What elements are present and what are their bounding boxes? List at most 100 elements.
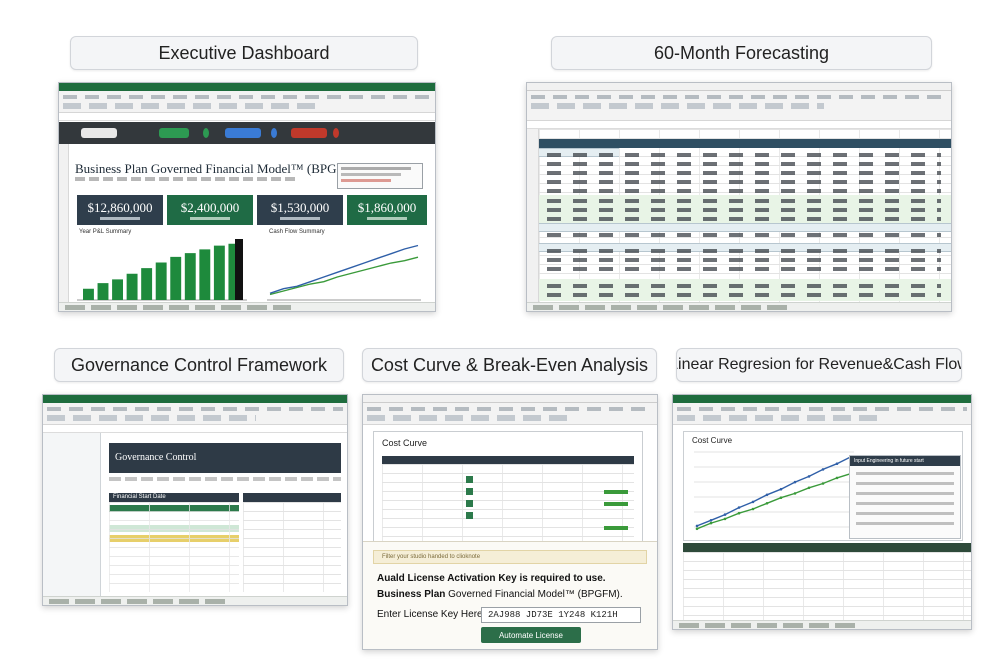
- regression-legend-header: Input Engineering in future start: [850, 456, 960, 466]
- license-banner: Filter your studio handed to clioknote: [373, 550, 647, 564]
- regression-table-header: [683, 543, 971, 552]
- data-point: [751, 507, 755, 511]
- data-point: [835, 462, 839, 465]
- regression-line-chart: [694, 451, 854, 531]
- toolbar-button[interactable]: [225, 128, 261, 138]
- governance-right-table: [243, 502, 341, 592]
- bar: [184, 253, 196, 300]
- right-chart-label: Cash Flow Summary: [269, 229, 325, 235]
- series-line: [696, 472, 852, 530]
- forecast-values: [547, 189, 941, 193]
- series-line: [269, 244, 419, 294]
- cost-curve-checkbox[interactable]: [466, 512, 473, 519]
- forecast-header-row: [539, 139, 951, 148]
- bar: [141, 268, 153, 300]
- excel-ribbon: [43, 403, 347, 425]
- sheet-tabs[interactable]: [527, 302, 951, 311]
- forecast-values: [547, 162, 941, 166]
- license-key-label: Enter License Key Here:: [377, 609, 486, 620]
- data-point: [737, 506, 741, 509]
- excel-formula-bar: [43, 425, 347, 433]
- forecast-values: [547, 180, 941, 184]
- row-headers: [59, 144, 69, 302]
- forecast-values: [547, 258, 941, 262]
- kpi-caption: [280, 217, 320, 220]
- activate-license-button[interactable]: Automate License: [481, 627, 581, 643]
- regression-chart-heading: Cost Curve: [692, 436, 733, 445]
- data-point: [779, 496, 783, 499]
- governance-heading: Governance Control: [109, 443, 341, 473]
- dashboard-subtitle-lines: [75, 177, 295, 181]
- kpi-card-3: $1,530,000: [257, 195, 343, 225]
- data-point: [765, 493, 769, 497]
- data-point: [821, 468, 825, 471]
- cost-curve-heading: Cost Curve: [382, 438, 428, 448]
- excel-ribbon: [527, 91, 951, 121]
- toolbar-button[interactable]: [159, 128, 189, 138]
- governance-left-table: [109, 502, 239, 592]
- kpi-value: $12,860,000: [87, 200, 153, 215]
- kpi-value: $1,860,000: [357, 200, 417, 215]
- series-line: [696, 456, 852, 527]
- cost-curve-checkbox[interactable]: [466, 500, 473, 507]
- bar: [213, 245, 225, 300]
- kpi-card-2: $2,400,000: [167, 195, 253, 225]
- kpi-caption: [190, 217, 230, 220]
- kpi-value: $2,400,000: [180, 200, 240, 215]
- regression-screenshot: Cost Curve Input Engineering in future s…: [672, 394, 972, 630]
- excel-title-bar: [527, 83, 951, 91]
- forecast-values: [547, 153, 941, 157]
- cost-curve-slider[interactable]: [604, 526, 628, 530]
- kpi-caption: [100, 217, 140, 220]
- bar: [83, 288, 94, 300]
- data-point: [709, 521, 713, 525]
- license-line-2-bold: Business Plan: [377, 589, 446, 600]
- forecast-screenshot: [526, 82, 952, 312]
- excel-title-bar: [59, 83, 435, 91]
- data-point: [793, 492, 797, 495]
- license-key-input[interactable]: 2AJ988 JD73E 1Y248 K121H: [481, 607, 641, 623]
- dashboard-toolbar: [59, 122, 435, 144]
- bar: [199, 249, 211, 300]
- governance-side-list: [43, 433, 101, 596]
- cost-curve-table: [382, 464, 634, 542]
- license-line-1: Auald License Activation Key is required…: [377, 573, 606, 584]
- cost-curve-slider[interactable]: [604, 502, 628, 506]
- data-point: [821, 482, 825, 485]
- bar: [126, 273, 138, 300]
- forecast-values: [547, 208, 941, 212]
- exec-bar-chart: [77, 239, 247, 301]
- cost-curve-checkbox[interactable]: [466, 476, 473, 483]
- bar: [228, 243, 240, 300]
- title-governance-control-framework: Governance Control Framework: [54, 348, 344, 382]
- bar: [97, 283, 109, 300]
- excel-formula-bar: [59, 113, 435, 121]
- right-table-header: [243, 493, 341, 502]
- toolbar-button[interactable]: [271, 128, 277, 138]
- kpi-card-4: $1,860,000: [347, 195, 427, 225]
- toolbar-button[interactable]: [291, 128, 327, 138]
- bar: [235, 239, 243, 300]
- forecast-values: [547, 217, 941, 221]
- sheet-tabs[interactable]: [59, 302, 435, 311]
- toolbar-button[interactable]: [81, 128, 117, 138]
- title-cost-curve-break-even: Cost Curve & Break-Even Analysis: [362, 348, 657, 382]
- excel-ribbon: [363, 403, 657, 425]
- bar: [155, 262, 167, 300]
- toolbar-button[interactable]: [203, 128, 209, 138]
- kpi-value: $1,530,000: [270, 200, 330, 215]
- data-point: [695, 524, 699, 528]
- left-table-header: Financial Start Date: [109, 493, 239, 502]
- toolbar-button[interactable]: [333, 128, 339, 138]
- data-point: [751, 500, 755, 504]
- regression-legend: Input Engineering in future start: [849, 455, 961, 539]
- sheet-tabs[interactable]: [673, 620, 971, 629]
- excel-ribbon: [673, 403, 971, 425]
- cost-curve-slider[interactable]: [604, 490, 628, 494]
- cost-curve-checkbox[interactable]: [466, 488, 473, 495]
- excel-title-bar: [363, 395, 657, 403]
- sheet-tabs[interactable]: [43, 596, 347, 605]
- row-headers: [527, 129, 539, 302]
- left-chart-label: Year P&L Summary: [79, 229, 132, 235]
- forecast-values: [547, 267, 941, 271]
